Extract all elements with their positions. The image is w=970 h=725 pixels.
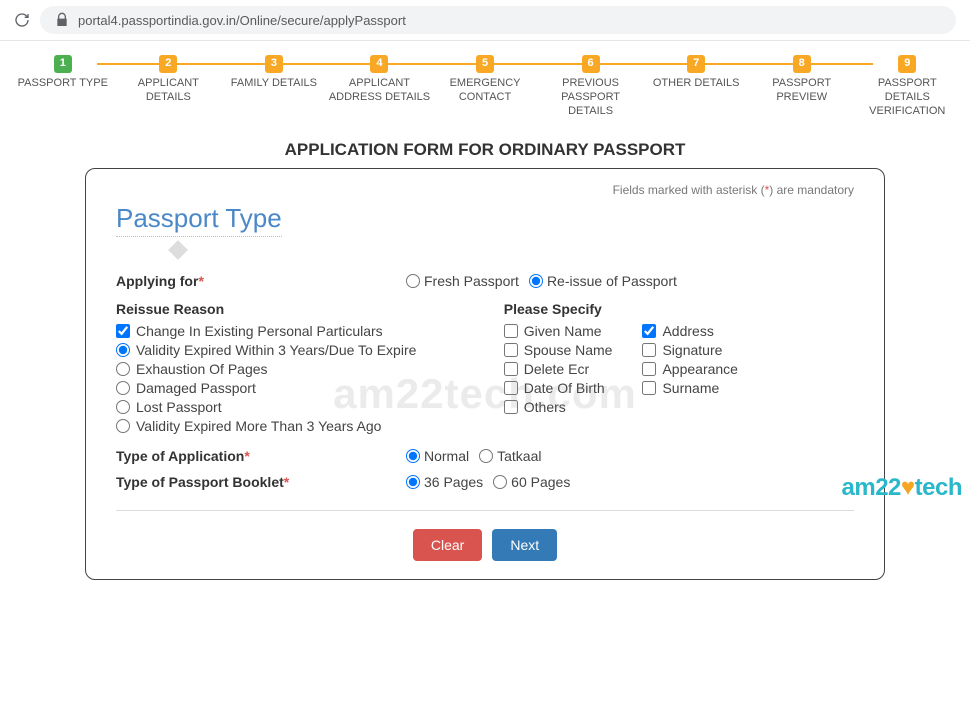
radio-input[interactable] [529,274,543,288]
radio-input[interactable] [116,362,130,376]
field-app-type: Type of Application* NormalTatkaal [116,448,854,466]
specify-item[interactable]: Others [504,399,613,415]
radio-input[interactable] [116,343,130,357]
step-7[interactable]: 7 OTHER DETAILS [643,55,749,91]
browser-address-bar: portal4.passportindia.gov.in/Online/secu… [0,0,970,41]
step-8[interactable]: 8 PASSPORT PREVIEW [749,55,855,105]
app-type-label: Type of Application [116,448,244,464]
checkbox-input[interactable] [504,400,518,414]
reissue-list: Change In Existing Personal Particulars V… [116,323,484,434]
step-num-icon: 1 [54,55,72,73]
applying-for-label: Applying for [116,273,198,289]
specify-item[interactable]: Delete Ecr [504,361,613,377]
reissue-heading: Reissue Reason [116,301,484,317]
radio-input[interactable] [406,475,420,489]
url-pill[interactable]: portal4.passportindia.gov.in/Online/secu… [40,6,956,34]
divider [116,510,854,511]
specify-heading: Please Specify [504,301,854,317]
mandatory-note: Fields marked with asterisk (*) are mand… [116,183,854,197]
checkbox-input[interactable] [504,362,518,376]
field-booklet: Type of Passport Booklet* 36 Pages60 Pag… [116,474,854,492]
step-num-icon: 8 [793,55,811,73]
specify-item[interactable]: Spouse Name [504,342,613,358]
radio-input[interactable] [116,381,130,395]
lock-icon [54,12,70,28]
clear-button[interactable]: Clear [413,529,482,561]
booklet-options: 36 Pages 60 Pages [406,474,854,492]
apptype-option[interactable]: Normal [406,448,469,464]
specify-item[interactable]: Address [642,323,738,339]
step-num-icon: 9 [898,55,916,73]
applyfor-option[interactable]: Re-issue of Passport [529,273,677,289]
specify-item[interactable]: Signature [642,342,738,358]
step-label: OTHER DETAILS [643,77,749,91]
reissue-item[interactable]: Change In Existing Personal Particulars [116,323,484,339]
applying-for-options: Fresh Passport Re-issue of Passport [406,273,854,291]
step-9[interactable]: 9 PASSPORT DETAILS VERIFICATION [855,55,961,118]
radio-input[interactable] [406,274,420,288]
radio-input[interactable] [116,419,130,433]
url-text: portal4.passportindia.gov.in/Online/secu… [78,13,406,28]
step-label: APPLICANT DETAILS [116,77,222,105]
step-4[interactable]: 4 APPLICANT ADDRESS DETAILS [327,55,433,105]
specify-item[interactable]: Given Name [504,323,613,339]
step-label: PASSPORT TYPE [10,77,116,91]
checkbox-input[interactable] [504,381,518,395]
booklet-label: Type of Passport Booklet [116,474,284,490]
radio-input[interactable] [493,475,507,489]
step-5[interactable]: 5 EMERGENCY CONTACT [432,55,538,105]
section-heading: Passport Type [116,203,282,237]
app-type-options: Normal Tatkaal [406,448,854,466]
page-title: APPLICATION FORM FOR ORDINARY PASSPORT [0,140,970,160]
reissue-item[interactable]: Validity Expired More Than 3 Years Ago [116,418,484,434]
reissue-item[interactable]: Lost Passport [116,399,484,415]
step-num-icon: 6 [582,55,600,73]
step-num-icon: 5 [476,55,494,73]
checkbox-input[interactable] [642,324,656,338]
radio-input[interactable] [116,400,130,414]
checkbox-input[interactable] [642,343,656,357]
reissue-item[interactable]: Exhaustion Of Pages [116,361,484,377]
step-3[interactable]: 3 FAMILY DETAILS [221,55,327,91]
step-num-icon: 2 [159,55,177,73]
checkbox-input[interactable] [504,343,518,357]
reissue-item[interactable]: Validity Expired Within 3 Years/Due To E… [116,342,484,358]
field-applying-for: Applying for* Fresh PassportRe-issue of … [116,273,854,291]
checkbox-input[interactable] [642,362,656,376]
radio-input[interactable] [406,449,420,463]
specify-col1: Given Name Spouse Name Delete Ecr Date Of B… [504,323,613,415]
next-button[interactable]: Next [492,529,557,561]
step-label: PASSPORT PREVIEW [749,77,855,105]
radio-input[interactable] [479,449,493,463]
step-label: FAMILY DETAILS [221,77,327,91]
step-6[interactable]: 6 PREVIOUS PASSPORT DETAILS [538,55,644,118]
applyfor-option[interactable]: Fresh Passport [406,273,519,289]
apptype-option[interactable]: Tatkaal [479,448,541,464]
step-2[interactable]: 2 APPLICANT DETAILS [116,55,222,105]
step-num-icon: 7 [687,55,705,73]
booklet-option[interactable]: 36 Pages [406,474,483,490]
step-num-icon: 4 [370,55,388,73]
checkbox-input[interactable] [116,324,130,338]
booklet-option[interactable]: 60 Pages [493,474,570,490]
specify-item[interactable]: Date Of Birth [504,380,613,396]
step-num-icon: 3 [265,55,283,73]
step-label: APPLICANT ADDRESS DETAILS [327,77,433,105]
step-label: PASSPORT DETAILS VERIFICATION [855,77,961,118]
form-panel: Fields marked with asterisk (*) are mand… [85,168,885,580]
checkbox-input[interactable] [504,324,518,338]
stepper: 1 PASSPORT TYPE 2 APPLICANT DETAILS 3 FAMILY … [0,41,970,122]
checkbox-input[interactable] [642,381,656,395]
reload-icon[interactable] [14,12,30,28]
specify-col2: Address Signature Appearance Surname [642,323,738,415]
reissue-item[interactable]: Damaged Passport [116,380,484,396]
specify-item[interactable]: Appearance [642,361,738,377]
step-label: PREVIOUS PASSPORT DETAILS [538,77,644,118]
step-label: EMERGENCY CONTACT [432,77,538,105]
step-1[interactable]: 1 PASSPORT TYPE [10,55,116,91]
heading-ornament-icon [168,240,188,260]
specify-item[interactable]: Surname [642,380,738,396]
heart-icon: ♥ [901,474,915,501]
